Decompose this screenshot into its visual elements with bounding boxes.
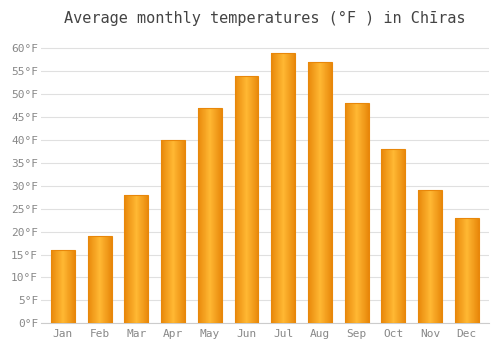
Bar	[161, 140, 185, 323]
Bar	[308, 62, 332, 323]
Bar	[382, 149, 406, 323]
Bar	[234, 76, 258, 323]
Bar	[272, 52, 295, 323]
Bar	[455, 218, 479, 323]
Bar	[198, 108, 222, 323]
Bar	[124, 195, 148, 323]
Bar	[51, 250, 75, 323]
Bar	[88, 236, 112, 323]
Title: Average monthly temperatures (°F ) in Chīras: Average monthly temperatures (°F ) in Ch…	[64, 11, 466, 26]
Bar	[345, 103, 368, 323]
Bar	[418, 190, 442, 323]
